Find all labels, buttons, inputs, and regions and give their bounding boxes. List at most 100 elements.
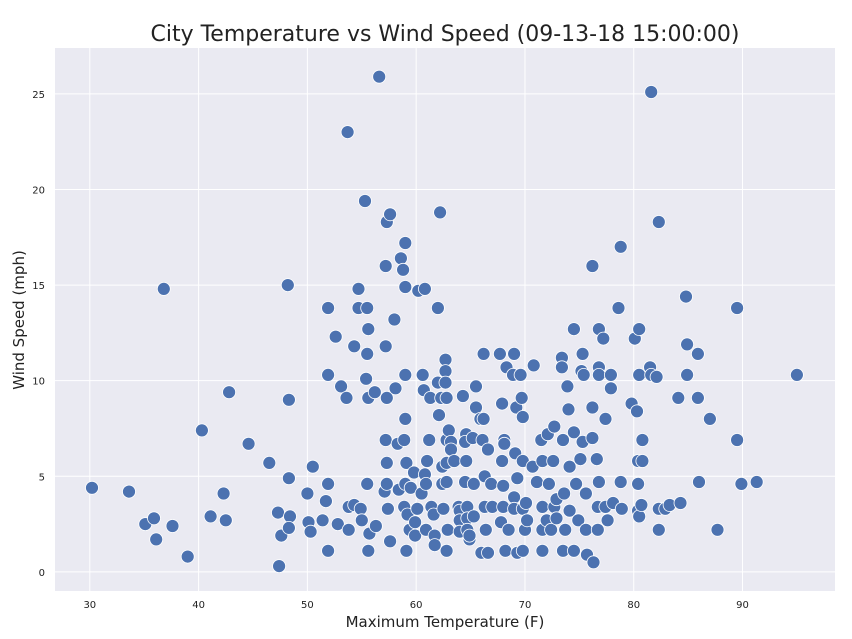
data-point [492, 346, 507, 361]
data-point [497, 436, 512, 451]
data-point [360, 346, 375, 361]
data-point [680, 337, 694, 352]
data-point [272, 559, 287, 573]
x-tick-label: 30 [83, 600, 96, 611]
data-point [462, 528, 477, 543]
y-axis-label: Wind Speed (mph) [10, 250, 28, 390]
data-point [444, 442, 458, 457]
data-point [589, 452, 604, 467]
data-point [556, 433, 570, 447]
data-point [387, 312, 402, 327]
data-point [510, 471, 525, 486]
data-point [679, 289, 693, 304]
data-point [598, 411, 613, 426]
data-point [300, 486, 315, 501]
data-point [635, 433, 650, 447]
data-point [576, 367, 591, 382]
data-point [613, 475, 628, 489]
data-point [280, 278, 295, 293]
data-point [180, 549, 195, 564]
data-point [651, 522, 666, 537]
grid [55, 48, 835, 591]
data-point [399, 455, 414, 470]
data-point [734, 476, 749, 491]
data-point [361, 322, 376, 337]
data-point [328, 329, 343, 344]
data-point [567, 425, 581, 440]
data-point [466, 509, 481, 524]
data-point [585, 431, 600, 445]
data-point [315, 513, 330, 528]
data-point [281, 471, 296, 486]
data-point [378, 339, 393, 354]
data-point [408, 528, 423, 543]
data-point [542, 476, 556, 491]
data-point [305, 459, 320, 474]
data-point [590, 522, 605, 537]
data-point [604, 381, 618, 396]
y-tick-label: 10 [32, 377, 45, 388]
data-point [632, 509, 647, 524]
data-point [600, 513, 615, 528]
data-point [383, 534, 398, 549]
data-point [586, 555, 601, 570]
plot-area [55, 48, 835, 591]
data-point [547, 419, 562, 434]
data-point [427, 538, 442, 552]
data-point [632, 367, 647, 382]
data-point [484, 476, 499, 491]
data-point [440, 522, 455, 537]
data-point [573, 452, 588, 467]
data-point [379, 390, 394, 405]
data-point [749, 475, 764, 489]
data-point [466, 476, 481, 491]
data-point [330, 517, 345, 531]
data-point [592, 475, 606, 489]
data-point [455, 389, 470, 403]
data-point [321, 301, 336, 315]
data-point [321, 476, 336, 491]
data-point [339, 390, 354, 405]
data-point [281, 521, 296, 535]
data-point [432, 408, 446, 423]
data-point [397, 433, 412, 447]
data-point [613, 239, 628, 254]
data-point [420, 454, 435, 468]
data-point [634, 498, 649, 512]
data-point [439, 390, 454, 405]
x-tick-label: 50 [301, 600, 314, 611]
data-point [673, 496, 688, 510]
data-point [122, 484, 136, 499]
y-tick-label: 0 [39, 568, 45, 579]
data-point [447, 454, 462, 468]
data-point [507, 490, 521, 505]
data-point [562, 503, 577, 518]
data-point [262, 455, 277, 470]
data-point [438, 375, 453, 390]
data-point [478, 522, 493, 537]
data-point [398, 280, 413, 294]
data-point [419, 476, 433, 491]
data-point [459, 454, 474, 468]
data-point [410, 501, 425, 516]
data-point [671, 390, 686, 405]
data-point [635, 454, 650, 468]
data-point [334, 379, 349, 394]
chart-title: City Temperature vs Wind Speed (09-13-18… [150, 22, 739, 47]
data-point [526, 358, 541, 373]
y-tick-label: 5 [39, 472, 45, 483]
data-point [194, 423, 209, 438]
data-point [579, 486, 593, 501]
data-point [691, 346, 705, 361]
data-point [216, 486, 231, 501]
data-point [515, 410, 530, 424]
data-point [585, 259, 600, 273]
data-point [341, 522, 356, 537]
data-point [378, 433, 393, 447]
x-tick-label: 90 [736, 600, 749, 611]
data-point [692, 475, 706, 489]
data-point [519, 496, 533, 510]
data-point [555, 360, 569, 375]
data-point [476, 411, 491, 426]
data-point [476, 346, 491, 361]
